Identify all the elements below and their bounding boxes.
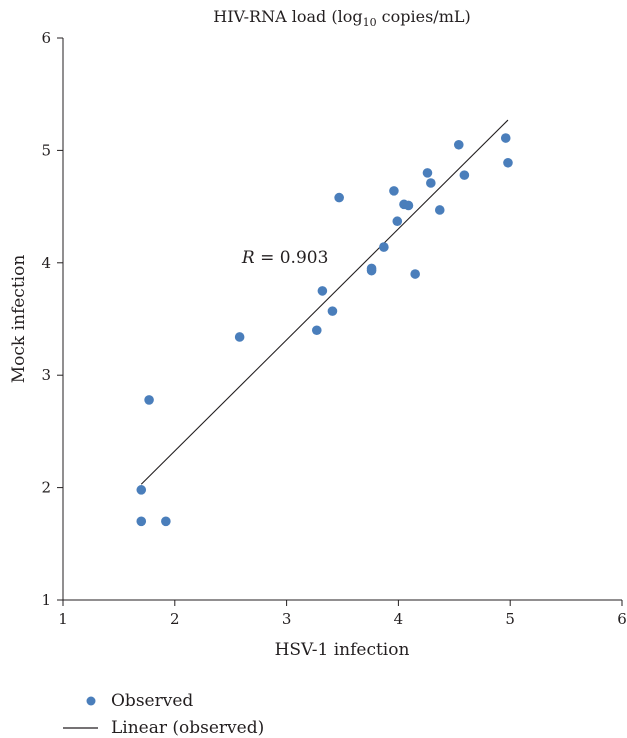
data-point	[410, 269, 420, 279]
data-point	[453, 139, 464, 150]
chart-title: HIV-RNA load (log10 copies/mL)	[213, 7, 470, 29]
data-point	[503, 157, 513, 168]
x-tick-label: 1	[58, 610, 68, 628]
x-tick-label: 3	[282, 610, 292, 628]
y-tick-label: 1	[41, 591, 51, 609]
y-tick-label: 3	[41, 366, 51, 384]
data-point	[234, 332, 245, 342]
data-point	[379, 242, 389, 252]
legend-label-linear: Linear (observed)	[111, 718, 264, 738]
x-tick-label: 6	[617, 610, 627, 628]
data-point	[426, 178, 436, 188]
data-point	[389, 186, 399, 196]
data-point	[161, 516, 171, 527]
legend: Observed Linear (observed)	[63, 691, 264, 738]
y-axis-title: Mock infection	[9, 255, 29, 384]
y-tick-label: 2	[41, 479, 51, 497]
data-point	[327, 306, 338, 316]
data-point	[334, 192, 344, 203]
legend-marker-observed	[86, 696, 96, 706]
x-axis-title: HSV-1 infection	[275, 640, 410, 660]
axes	[62, 38, 622, 601]
x-tick-label: 5	[505, 610, 515, 628]
linear-trendline	[140, 119, 509, 485]
data-point	[500, 133, 511, 143]
data-point	[317, 286, 328, 296]
tick-group: 1 2 3 4 5 6 1 2 3 4 5 6	[41, 29, 626, 628]
data-point	[459, 170, 470, 180]
x-tick-label: 4	[394, 610, 404, 628]
y-tick-label: 4	[41, 254, 51, 272]
legend-label-observed: Observed	[111, 691, 193, 711]
trendline-group	[140, 119, 509, 485]
data-point	[422, 168, 433, 178]
data-point	[392, 216, 403, 227]
data-point	[144, 395, 154, 405]
data-point	[434, 205, 445, 215]
correlation-annotation: R = 0.903	[241, 248, 329, 268]
x-tick-label: 2	[170, 610, 180, 628]
data-points-group	[136, 133, 513, 527]
data-point	[311, 325, 322, 336]
y-tick-label: 6	[41, 29, 51, 47]
data-point	[136, 516, 147, 527]
data-point	[366, 263, 377, 274]
data-point	[136, 485, 147, 495]
data-point	[403, 200, 414, 211]
y-tick-label: 5	[41, 141, 51, 159]
